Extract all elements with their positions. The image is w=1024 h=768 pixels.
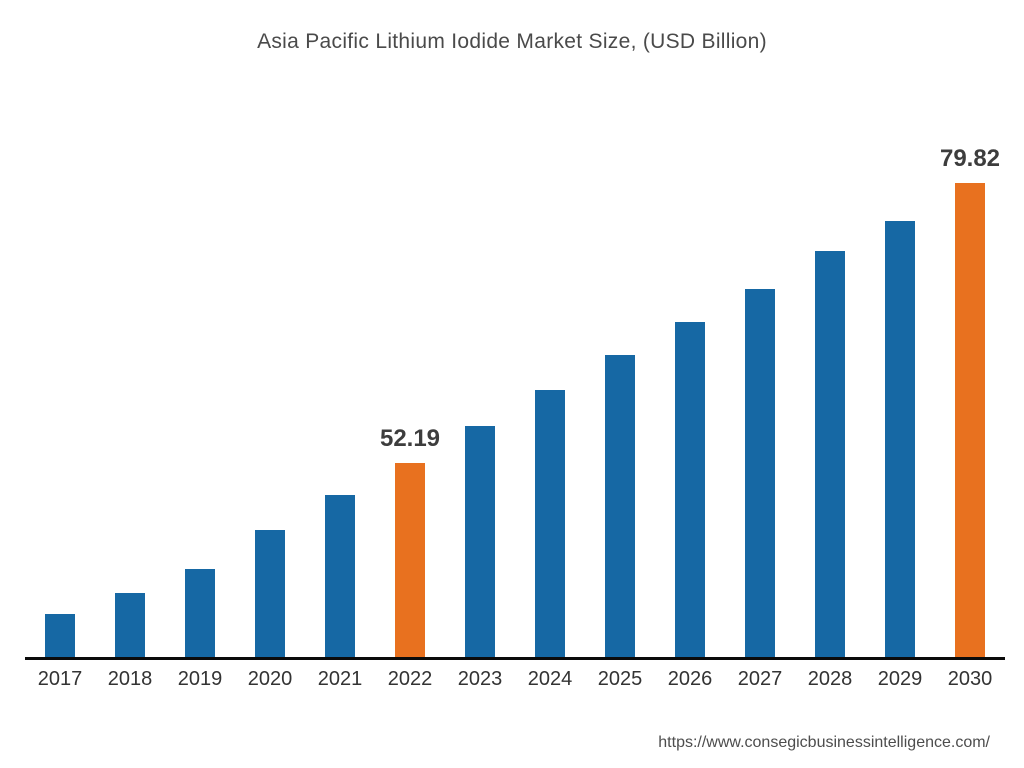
chart-title: Asia Pacific Lithium Iodide Market Size,…: [257, 30, 767, 53]
bar-2025: [605, 355, 635, 657]
x-tick-label-2018: 2018: [107, 668, 153, 690]
x-tick-label-2020: 2020: [247, 668, 293, 690]
data-label-2022: 52.19: [379, 425, 441, 452]
x-tick-label-2019: 2019: [177, 668, 223, 690]
bar-column-2028: [795, 251, 865, 657]
bar-2028: [815, 251, 845, 657]
bar-column-2026: [655, 322, 725, 657]
bar-column-2022: 52.19: [375, 425, 445, 657]
x-tick-label-2028: 2028: [807, 668, 853, 690]
plot-area: 52.19 79.82: [25, 100, 1005, 660]
bar-2018: [115, 593, 145, 657]
x-tick-label-2021: 2021: [317, 668, 363, 690]
bar-column-2019: [165, 569, 235, 657]
x-tick-label-2030: 2030: [947, 668, 993, 690]
bar-2023: [465, 426, 495, 657]
bar-2019: [185, 569, 215, 657]
bar-column-2021: [305, 495, 375, 657]
bar-column-2017: [25, 614, 95, 657]
bar-2017: [45, 614, 75, 657]
bar-2022: [395, 463, 425, 657]
bar-column-2020: [235, 530, 305, 657]
x-tick-label-2027: 2027: [737, 668, 783, 690]
bar-column-2027: [725, 289, 795, 657]
bar-column-2018: [95, 593, 165, 657]
bar-column-2024: [515, 390, 585, 657]
source-url-link[interactable]: https://www.consegicbusinessintelligence…: [658, 734, 990, 751]
bar-column-2025: [585, 355, 655, 657]
bar-2026: [675, 322, 705, 657]
x-tick-label-2017: 2017: [37, 668, 83, 690]
bar-column-2030: 79.82: [935, 145, 1005, 657]
bar-column-2023: [445, 426, 515, 657]
x-axis-labels: 2017 2018 2019 2020 2021 2022 2023 2024 2025 2026…: [25, 668, 1005, 691]
bar-2020: [255, 530, 285, 657]
data-label-2030: 79.82: [939, 145, 1001, 172]
bar-2021: [325, 495, 355, 657]
bar-column-2029: [865, 221, 935, 657]
x-tick-label-2026: 2026: [667, 668, 713, 690]
x-tick-label-2022: 2022: [387, 668, 433, 690]
x-tick-label-2024: 2024: [527, 668, 573, 690]
bar-2029: [885, 221, 915, 657]
x-tick-label-2029: 2029: [877, 668, 923, 690]
bar-2030: [955, 183, 985, 657]
x-tick-label-2025: 2025: [597, 668, 643, 690]
bar-2027: [745, 289, 775, 657]
x-tick-label-2023: 2023: [457, 668, 503, 690]
bar-2024: [535, 390, 565, 657]
